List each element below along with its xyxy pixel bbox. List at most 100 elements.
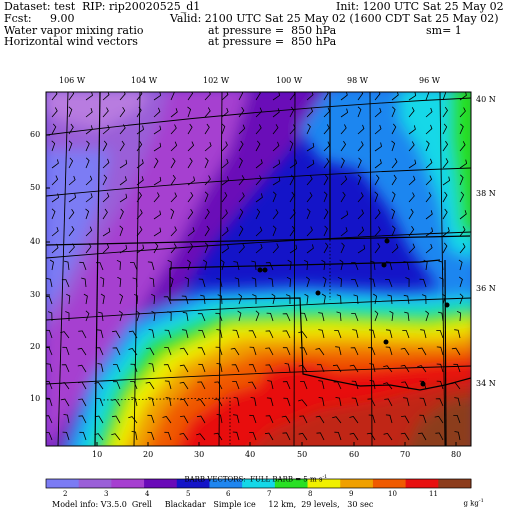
wind-barb bbox=[100, 293, 105, 305]
wind-barb bbox=[96, 398, 104, 407]
wind-barb bbox=[272, 176, 281, 186]
wind-barb bbox=[436, 330, 444, 339]
wind-barb bbox=[255, 226, 263, 237]
wind-barb bbox=[170, 92, 175, 101]
wind-barb bbox=[136, 140, 143, 152]
dataset-label: Dataset: test RIP: rip20020525_d1 bbox=[4, 0, 201, 13]
wind-barb bbox=[458, 259, 463, 271]
wind-barb bbox=[85, 243, 92, 254]
wind-barb bbox=[271, 293, 276, 305]
wind-barb bbox=[272, 124, 279, 135]
wind-barb bbox=[232, 329, 240, 339]
field2-level: at pressure = 850 hPa bbox=[208, 35, 337, 48]
wind-barb bbox=[408, 92, 417, 101]
wind-barb bbox=[451, 382, 461, 390]
wind-barb bbox=[306, 159, 315, 169]
wind-barb bbox=[306, 208, 311, 220]
wind-barb bbox=[391, 92, 399, 101]
wind-barb bbox=[391, 191, 396, 203]
colorbar-units-exponent: -1 bbox=[478, 498, 484, 504]
wind-barb bbox=[153, 107, 161, 118]
wind-barb bbox=[272, 92, 281, 101]
wind-barb bbox=[233, 397, 240, 407]
wind-barb bbox=[323, 92, 329, 101]
wind-barb bbox=[63, 414, 70, 424]
wind-barb bbox=[102, 107, 109, 118]
wind-barb bbox=[306, 175, 313, 186]
wind-barb bbox=[136, 209, 143, 220]
wind-barb bbox=[391, 208, 396, 220]
colorbar-swatch bbox=[438, 479, 472, 488]
wind-barb bbox=[351, 397, 359, 407]
wind-barb bbox=[153, 142, 162, 152]
wind-barb bbox=[459, 107, 466, 118]
colorbar-units: g kg-1 bbox=[459, 491, 484, 507]
wind-barb bbox=[419, 380, 427, 390]
wind-barb bbox=[323, 174, 329, 186]
wind-barb bbox=[238, 243, 245, 254]
wind-barb bbox=[204, 123, 210, 135]
wind-barb bbox=[102, 92, 110, 101]
wind-barb bbox=[68, 140, 73, 152]
colorbar-level: 7 bbox=[267, 490, 272, 498]
wind-barb bbox=[265, 415, 274, 424]
wind-barb bbox=[306, 107, 314, 118]
wind-barb bbox=[163, 296, 172, 305]
wind-barb bbox=[216, 278, 223, 288]
wind-barb bbox=[238, 106, 245, 118]
wind-barb bbox=[417, 347, 427, 356]
wind-barb bbox=[61, 279, 70, 288]
wind-barb bbox=[51, 140, 56, 152]
barb-caption: BARB VECTORS: FULL BARB = 5 m s-1 bbox=[180, 467, 327, 483]
wind-barb bbox=[425, 175, 433, 186]
wind-barb bbox=[357, 244, 366, 254]
wind-barb bbox=[368, 414, 376, 424]
wind-barb bbox=[255, 92, 261, 101]
wind-barb bbox=[248, 364, 257, 373]
wind-barb bbox=[204, 92, 211, 101]
wind-barb bbox=[316, 364, 325, 373]
wind-barb bbox=[47, 311, 53, 322]
wind-barb bbox=[282, 330, 291, 339]
wind-barb bbox=[147, 431, 155, 441]
wind-barb bbox=[96, 329, 104, 339]
colorbar-level: 6 bbox=[226, 490, 231, 498]
wind-barb bbox=[214, 381, 223, 390]
wind-barb bbox=[340, 124, 347, 135]
wind-barb bbox=[102, 192, 110, 203]
wind-barb bbox=[111, 415, 121, 424]
wind-barb bbox=[46, 347, 53, 356]
wind-barb bbox=[408, 107, 415, 118]
init-time: Init: 1200 UTC Sat 25 May 02 bbox=[336, 0, 504, 13]
wind-barb bbox=[148, 363, 155, 373]
wind-barb bbox=[170, 141, 178, 152]
wind-barb bbox=[200, 294, 206, 305]
wind-barb bbox=[213, 432, 223, 441]
y-tick-label: 50 bbox=[30, 183, 41, 192]
wind-barb bbox=[221, 158, 229, 169]
wind-barb bbox=[204, 107, 211, 118]
wind-barb bbox=[77, 347, 87, 356]
wind-barb bbox=[215, 312, 223, 322]
barb-caption-exponent: -1 bbox=[322, 474, 328, 480]
wind-barb bbox=[299, 415, 308, 424]
wind-barb bbox=[251, 277, 257, 288]
wind-barb bbox=[340, 191, 346, 203]
wind-barb bbox=[133, 293, 139, 305]
wind-barb bbox=[215, 346, 223, 356]
wind-barb bbox=[400, 432, 410, 441]
wind-barb bbox=[323, 124, 330, 135]
wind-barb bbox=[131, 397, 138, 407]
wind-barb bbox=[216, 414, 223, 424]
wind-barb bbox=[425, 124, 433, 135]
wind-barb bbox=[170, 243, 177, 254]
wind-barb bbox=[68, 106, 73, 118]
wind-barb bbox=[230, 347, 240, 356]
wind-barb bbox=[136, 176, 144, 186]
wind-barb bbox=[118, 310, 123, 322]
wind-barb bbox=[85, 226, 93, 237]
wind-barb bbox=[318, 380, 325, 390]
wind-barb bbox=[267, 380, 274, 390]
wind-barb bbox=[196, 399, 206, 407]
wind-barb bbox=[408, 159, 417, 169]
